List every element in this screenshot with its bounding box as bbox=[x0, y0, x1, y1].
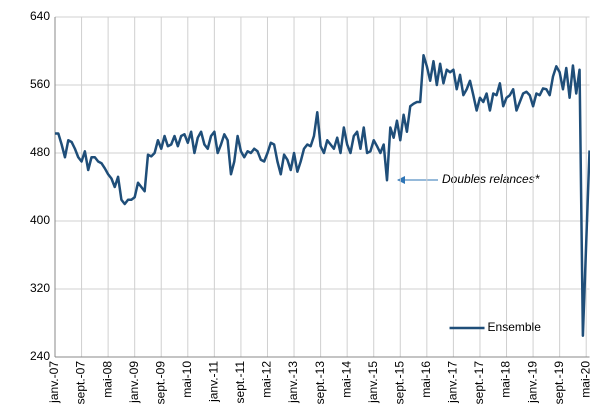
y-tick-label: 320 bbox=[30, 281, 50, 295]
y-tick-label: 480 bbox=[30, 145, 50, 159]
x-tick-label: mai-16 bbox=[419, 361, 433, 398]
x-tick-label: sept.-09 bbox=[153, 361, 167, 405]
y-tick-label: 640 bbox=[30, 9, 50, 23]
x-tick-label: janv.-17 bbox=[446, 361, 460, 404]
y-tick-label: 240 bbox=[30, 349, 50, 363]
x-tick-label: mai-18 bbox=[499, 361, 513, 398]
annotation: Doubles relances* bbox=[442, 172, 540, 186]
arrow-head bbox=[397, 176, 405, 184]
x-tick-label: janv.-07 bbox=[47, 361, 61, 404]
x-tick-label: sept.-11 bbox=[233, 361, 247, 404]
x-tick-label: sept.-13 bbox=[313, 361, 327, 405]
x-tick-label: sept.-17 bbox=[472, 361, 486, 405]
legend-label: Ensemble bbox=[488, 320, 542, 334]
x-tick-label: sept.-19 bbox=[552, 361, 566, 405]
y-tick-label: 560 bbox=[30, 77, 50, 91]
x-tick-label: mai-12 bbox=[260, 361, 274, 398]
plot: janv.-07 sept.-07 mai-08 janv.-09 sept.-09 ma… bbox=[30, 9, 590, 404]
line bbox=[55, 54, 590, 337]
x-tick-label: janv.-19 bbox=[525, 361, 539, 404]
x-tick-label: mai-10 bbox=[180, 361, 194, 398]
x-tick-label: sept.-15 bbox=[392, 361, 406, 405]
x-tick-label: sept.-07 bbox=[74, 361, 88, 405]
x-tick-label: janv.-13 bbox=[286, 361, 300, 404]
x-tick-label: mai-14 bbox=[339, 361, 353, 398]
x-tick-label: janv.-11 bbox=[207, 361, 221, 403]
x-tick-label: mai-08 bbox=[100, 361, 114, 398]
y-tick-label: 400 bbox=[30, 213, 50, 227]
x-tick-label: mai-20 bbox=[578, 361, 590, 398]
x-tick-label: janv.-09 bbox=[127, 361, 141, 404]
x-tick-label: janv.-15 bbox=[366, 361, 380, 404]
